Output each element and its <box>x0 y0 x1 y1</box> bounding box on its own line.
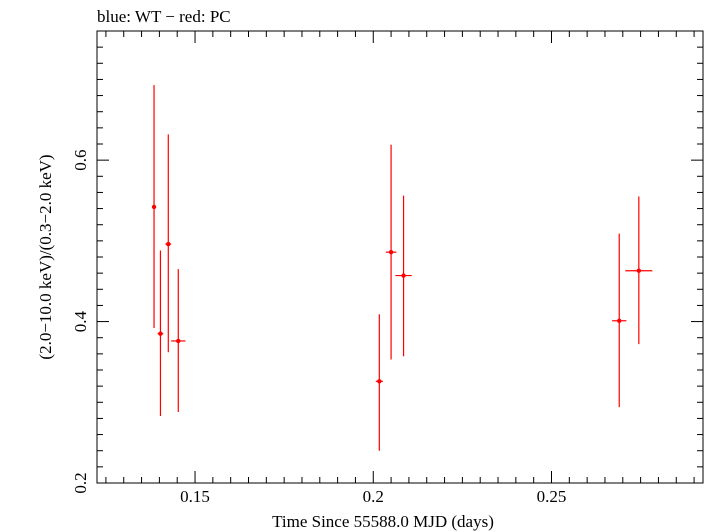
point-marker <box>401 273 406 278</box>
x-tick-label: 0.2 <box>363 487 384 506</box>
data-point <box>171 269 186 412</box>
point-marker <box>176 338 181 344</box>
data-points <box>151 85 653 451</box>
plot-frame <box>96 30 704 484</box>
y-tick-label: 0.4 <box>71 310 90 332</box>
y-axis-label: (2.0−10.0 keV)/(0.3−2.0 keV) <box>36 154 55 359</box>
x-tick-label: 0.25 <box>537 487 567 506</box>
y-tick-label: 0.6 <box>71 150 90 171</box>
point-marker <box>151 204 157 210</box>
point-marker <box>377 379 382 384</box>
axis-ticks <box>97 30 703 484</box>
point-marker <box>388 249 394 255</box>
data-point <box>165 134 172 353</box>
data-point <box>395 195 412 357</box>
x-axis-label: Time Since 55588.0 MJD (days) <box>272 512 494 531</box>
data-point <box>612 233 627 408</box>
data-point <box>385 144 397 360</box>
data-point <box>375 314 383 451</box>
data-point <box>151 85 157 329</box>
y-tick-label: 0.2 <box>71 472 90 493</box>
point-marker <box>617 318 622 323</box>
x-tick-label: 0.15 <box>180 487 210 506</box>
point-marker <box>166 241 171 247</box>
point-marker <box>636 268 642 273</box>
chart-title: blue: WT − red: PC <box>97 7 231 26</box>
data-point <box>625 196 653 345</box>
axis-tick-labels: 0.15 0.2 0.25 0.2 0.4 0.6 <box>71 150 566 506</box>
point-marker <box>158 331 163 336</box>
data-point <box>157 250 164 417</box>
